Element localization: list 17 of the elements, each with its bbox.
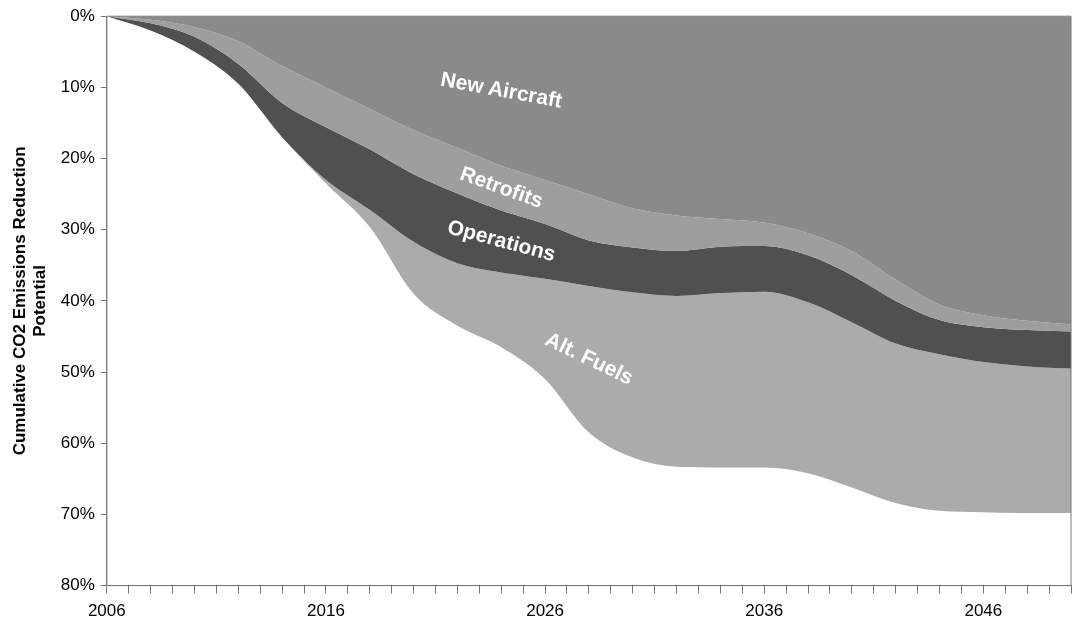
y-tick-label: 20% (60, 148, 95, 168)
x-tick-label: 2036 (745, 601, 784, 621)
x-tick-label: 2006 (87, 601, 126, 621)
y-tick-label: 0% (70, 5, 95, 25)
series-label: Alt. Fuels (542, 326, 638, 389)
x-tick-label: 2046 (964, 601, 1003, 621)
y-tick-label: 80% (60, 575, 95, 595)
y-tick-label: 10% (60, 77, 95, 97)
y-tick-label: 50% (60, 361, 95, 381)
y-axis-title: Cumulative CO2 Emissions Reduction Potential (9, 146, 50, 456)
x-tick-label: 2016 (307, 601, 345, 621)
y-tick-label: 30% (60, 219, 95, 239)
y-tick-label: 60% (60, 432, 95, 452)
y-tick-label: 70% (60, 504, 95, 524)
x-tick-label: 2026 (526, 601, 564, 621)
series-label: New Aircraft (439, 66, 565, 112)
y-tick-label: 40% (60, 290, 95, 310)
